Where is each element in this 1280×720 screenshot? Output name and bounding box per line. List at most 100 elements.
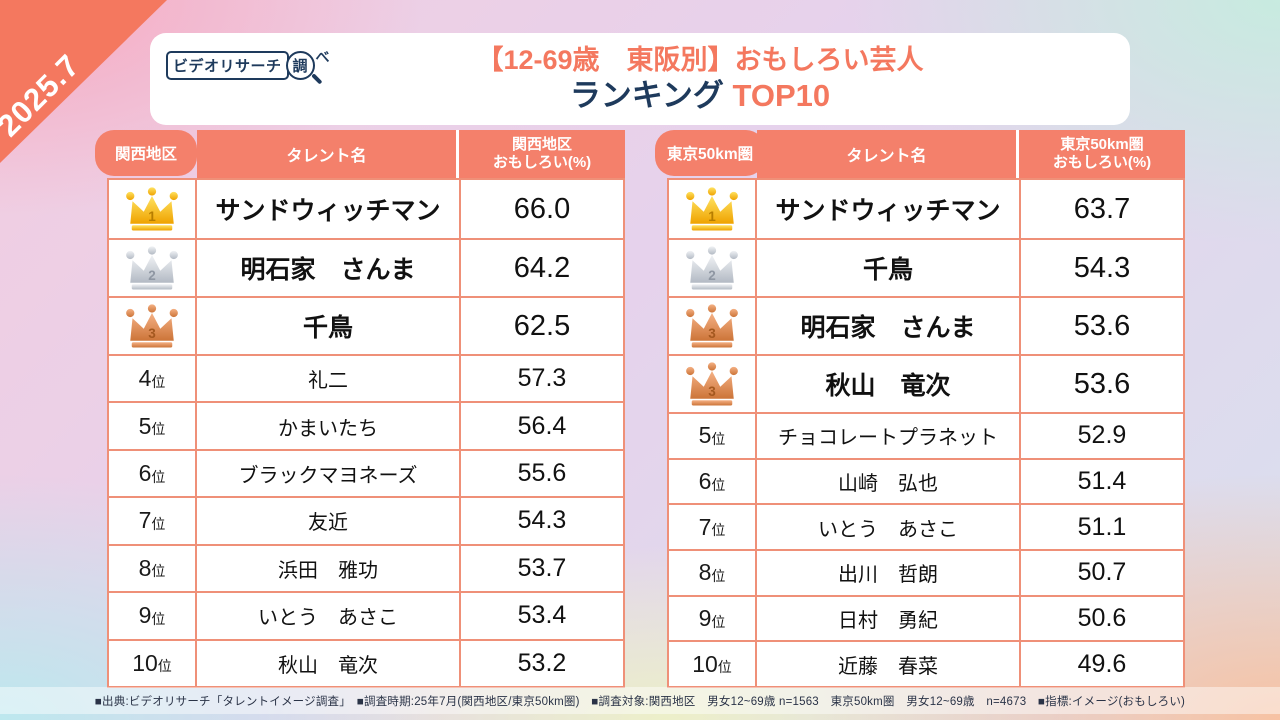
value-cell: 53.2: [517, 648, 567, 677]
talent-name-cell: サンドウィッチマン: [197, 180, 461, 238]
svg-text:3: 3: [708, 383, 716, 398]
value-cell: 66.0: [513, 192, 571, 225]
rank-number: 5: [138, 412, 152, 439]
title-line2: ランキング TOP10: [570, 77, 830, 115]
page-title: 【12-69歳 東阪別】おもしろい芸人 ランキング TOP10: [150, 33, 1130, 125]
table-body-kansai: 1 サンドウィッチマン 66.0 2 明石家 さんま 64.2 3 千鳥 62.5 4 位礼二 57.…: [107, 178, 625, 688]
rank-cell: 2: [109, 240, 197, 296]
rank-number: 8: [138, 554, 152, 581]
talent-name-cell: 千鳥: [197, 298, 461, 354]
value-header-line2: おもしろい(%): [492, 154, 592, 171]
rank-number: 7: [138, 507, 152, 534]
magnifier-icon: 調: [285, 51, 322, 85]
talent-name-cell: 山崎 弘也: [757, 459, 1021, 504]
svg-text:3: 3: [708, 325, 716, 340]
svg-text:1: 1: [708, 208, 716, 223]
value-column-header: 関西地区 おもしろい(%): [459, 130, 625, 178]
rank-suffix: 位: [151, 373, 166, 390]
table-row: 3 明石家 さんま 53.6: [669, 296, 1183, 354]
value-cell: 56.4: [517, 411, 567, 440]
gold-crown-icon: 1: [122, 186, 182, 233]
ranking-table-tokyo: 東京50km圏 タレント名 東京50km圏 おもしろい(%) 1 サンドウィッチマ…: [655, 130, 1185, 688]
rank-number: 7: [698, 513, 712, 540]
table-row: 3 秋山 竜次 53.6: [669, 354, 1183, 412]
bronze-crown-icon: 3: [682, 303, 742, 350]
logo-text: ビデオリサーチ: [166, 51, 289, 80]
value-cell: 53.4: [517, 601, 567, 630]
rank-number: 9: [698, 605, 712, 632]
table-row: 7 位友近 54.3: [109, 496, 623, 544]
rank-number: 6: [698, 468, 712, 494]
rank-cell: 10 位: [669, 642, 757, 687]
talent-name-cell: 浜田 雅功: [197, 545, 461, 592]
rank-cell: 10 位: [109, 640, 197, 686]
silver-crown-icon: 2: [682, 245, 742, 292]
value-cell: 53.7: [517, 553, 567, 582]
title-line1: 【12-69歳 東阪別】おもしろい芸人: [476, 44, 924, 75]
talent-name-cell: 友近: [197, 498, 461, 544]
header-card: ビデオリサーチ 調 べ 【12-69歳 東阪別】おもしろい芸人 ランキング TO…: [150, 33, 1130, 125]
rank-cell: 2: [669, 240, 757, 296]
table-header-kansai: 関西地区 タレント名 関西地区 おもしろい(%): [95, 130, 625, 178]
rank-number: 4: [138, 365, 152, 392]
value-header-line1: 関西地区: [511, 136, 572, 153]
talent-name-cell: ブラックマヨネーズ: [197, 450, 461, 497]
talent-name-cell: 千鳥: [757, 240, 1021, 296]
talent-name-cell: 明石家 さんま: [197, 240, 461, 296]
value-cell: 52.9: [1077, 421, 1127, 450]
rank-suffix: 位: [151, 468, 166, 485]
talent-name-cell: かまいたち: [197, 403, 461, 449]
value-header-line1: 東京50km圏: [1060, 136, 1144, 153]
rank-suffix: 位: [151, 563, 166, 580]
talent-name-cell: 秋山 竜次: [197, 640, 461, 686]
gold-crown-icon: 1: [682, 186, 742, 233]
talent-name-cell: 礼二: [197, 356, 461, 402]
video-research-logo: ビデオリサーチ 調 べ: [166, 49, 330, 85]
value-cell: 55.6: [517, 459, 567, 488]
rank-suffix: 位: [717, 659, 732, 676]
footer-band: ■出典:ビデオリサーチ「タレントイメージ調査」 ■調査時期:25年7月(関西地区…: [0, 687, 1280, 714]
table-header-tokyo: 東京50km圏 タレント名 東京50km圏 おもしろい(%): [655, 130, 1185, 178]
table-row: 6 位ブラックマヨネーズ 55.6: [109, 448, 623, 497]
rank-number: 8: [698, 559, 712, 586]
bronze-crown-icon: 3: [122, 303, 182, 350]
talent-name-cell: いとう あさこ: [757, 505, 1021, 550]
title-top10-label: TOP10: [732, 77, 831, 113]
table-row: 8 位出川 哲朗 50.7: [669, 549, 1183, 595]
table-row: 1 サンドウィッチマン 66.0: [109, 180, 623, 238]
table-row: 4 位礼二 57.3: [109, 354, 623, 402]
table-row: 2 千鳥 54.3: [669, 238, 1183, 296]
value-cell: 51.1: [1077, 512, 1127, 541]
table-row: 7 位いとう あさこ 51.1: [669, 503, 1183, 550]
table-row: 10 位近藤 春菜 49.6: [669, 640, 1183, 687]
value-cell: 53.6: [1073, 309, 1131, 342]
table-row: 2 明石家 さんま 64.2: [109, 238, 623, 296]
value-cell: 63.7: [1073, 192, 1131, 225]
region-tab-tokyo: 東京50km圏: [655, 130, 766, 176]
rank-column-header: 関西地区: [95, 130, 197, 178]
ranking-table-kansai: 関西地区 タレント名 関西地区 おもしろい(%) 1 サンドウィッチマン 66.0 2…: [95, 130, 625, 688]
rank-number: 10: [692, 650, 718, 677]
table-row: 9 位いとう あさこ 53.4: [109, 591, 623, 639]
rank-cell: 3: [109, 298, 197, 354]
rank-cell: 3: [669, 356, 757, 412]
rank-cell: 1: [109, 180, 197, 238]
rank-number: 10: [132, 649, 158, 676]
table-body-tokyo: 1 サンドウィッチマン 63.7 2 千鳥 54.3 3 明石家 さんま 53.6 3 秋山 竜次 5…: [667, 178, 1185, 688]
value-cell: 54.3: [517, 506, 567, 535]
table-row: 10 位秋山 竜次 53.2: [109, 638, 623, 686]
svg-text:2: 2: [708, 267, 716, 282]
rank-suffix: 位: [151, 515, 166, 532]
value-cell: 54.3: [1073, 251, 1131, 284]
table-row: 1 サンドウィッチマン 63.7: [669, 180, 1183, 238]
rank-suffix: 位: [711, 522, 726, 539]
